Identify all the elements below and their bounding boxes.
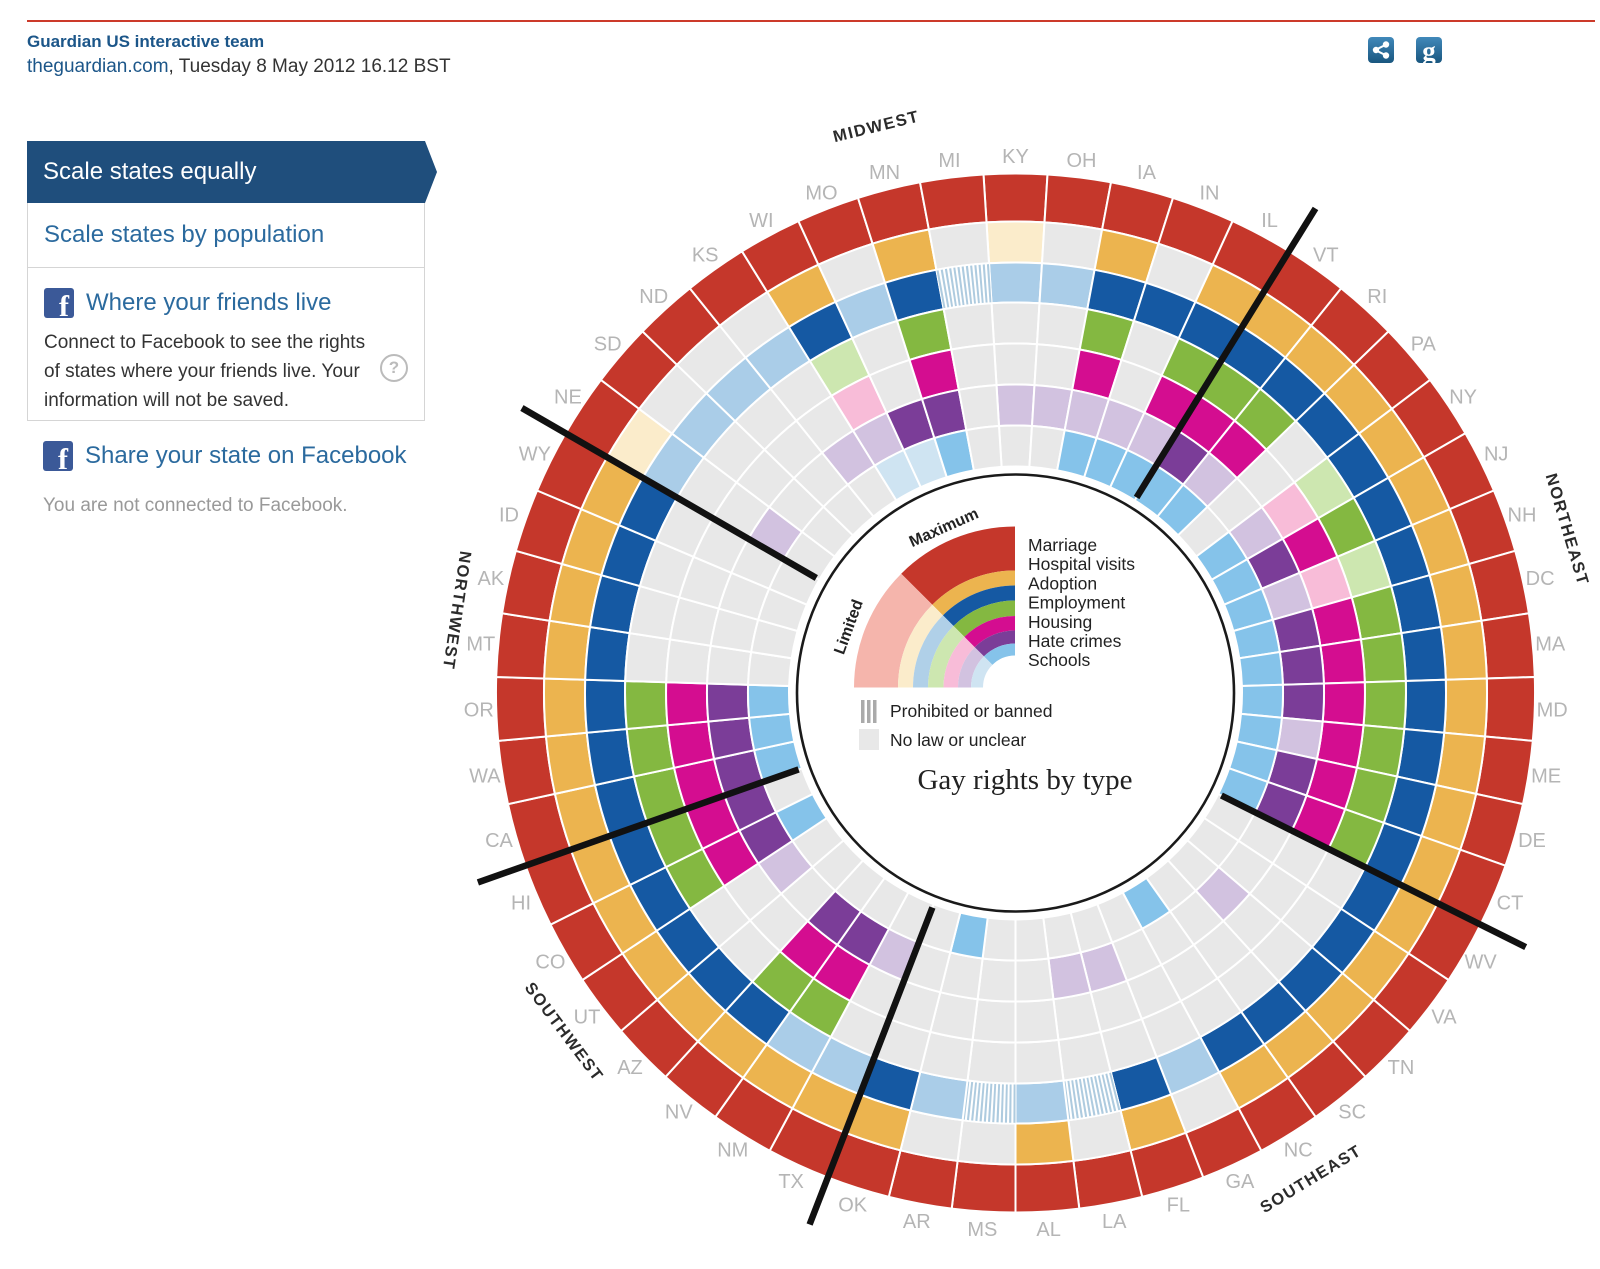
svg-text:AR: AR bbox=[903, 1211, 931, 1233]
svg-text:NJ: NJ bbox=[1484, 444, 1508, 466]
svg-text:NH: NH bbox=[1508, 505, 1537, 527]
svg-text:CT: CT bbox=[1497, 892, 1524, 914]
svg-text:CA: CA bbox=[485, 830, 513, 852]
svg-text:MO: MO bbox=[805, 182, 837, 204]
svg-text:DC: DC bbox=[1526, 568, 1555, 590]
svg-text:WI: WI bbox=[749, 210, 773, 232]
svg-text:ID: ID bbox=[499, 505, 519, 527]
svg-text:CO: CO bbox=[535, 952, 565, 974]
svg-text:Housing: Housing bbox=[1028, 612, 1092, 632]
svg-text:SD: SD bbox=[594, 334, 622, 356]
svg-text:Marriage: Marriage bbox=[1028, 535, 1097, 555]
svg-text:TX: TX bbox=[778, 1171, 804, 1193]
svg-text:MS: MS bbox=[967, 1219, 997, 1241]
svg-text:NY: NY bbox=[1449, 386, 1477, 408]
svg-text:NV: NV bbox=[665, 1101, 693, 1123]
svg-text:DE: DE bbox=[1518, 830, 1546, 852]
svg-text:AZ: AZ bbox=[617, 1057, 643, 1079]
svg-text:Gay rights by type: Gay rights by type bbox=[917, 764, 1132, 796]
svg-text:KY: KY bbox=[1002, 146, 1029, 168]
svg-text:NE: NE bbox=[554, 386, 582, 408]
svg-text:HI: HI bbox=[511, 892, 531, 914]
svg-text:IA: IA bbox=[1137, 162, 1157, 184]
svg-text:VA: VA bbox=[1431, 1007, 1457, 1029]
svg-text:PA: PA bbox=[1411, 334, 1437, 356]
svg-text:UT: UT bbox=[574, 1007, 601, 1029]
svg-text:NM: NM bbox=[717, 1140, 748, 1162]
svg-text:SC: SC bbox=[1338, 1101, 1366, 1123]
svg-text:AL: AL bbox=[1036, 1219, 1060, 1241]
svg-text:ME: ME bbox=[1531, 765, 1561, 787]
svg-text:TN: TN bbox=[1388, 1057, 1415, 1079]
svg-text:MIDWEST: MIDWEST bbox=[831, 108, 921, 147]
svg-text:OR: OR bbox=[464, 700, 494, 722]
svg-text:OH: OH bbox=[1067, 150, 1097, 172]
svg-text:MD: MD bbox=[1537, 700, 1568, 722]
svg-text:LA: LA bbox=[1102, 1211, 1127, 1233]
svg-text:ND: ND bbox=[639, 286, 668, 308]
svg-text:WY: WY bbox=[519, 444, 551, 466]
svg-text:Employment: Employment bbox=[1028, 593, 1125, 613]
svg-text:FL: FL bbox=[1167, 1195, 1190, 1217]
svg-text:Hate crimes: Hate crimes bbox=[1028, 631, 1122, 651]
svg-text:No law or unclear: No law or unclear bbox=[890, 730, 1026, 750]
svg-text:GA: GA bbox=[1225, 1171, 1255, 1193]
svg-text:MT: MT bbox=[466, 634, 495, 656]
svg-text:IN: IN bbox=[1200, 182, 1220, 204]
svg-text:WV: WV bbox=[1464, 952, 1497, 974]
svg-text:RI: RI bbox=[1367, 286, 1387, 308]
svg-text:MN: MN bbox=[869, 162, 900, 184]
svg-text:KS: KS bbox=[692, 245, 719, 267]
svg-text:NC: NC bbox=[1284, 1140, 1313, 1162]
svg-text:MA: MA bbox=[1535, 634, 1566, 656]
svg-text:Schools: Schools bbox=[1028, 650, 1091, 670]
svg-text:OK: OK bbox=[838, 1195, 868, 1217]
svg-text:WA: WA bbox=[469, 765, 501, 787]
svg-text:AK: AK bbox=[478, 568, 505, 590]
svg-text:MI: MI bbox=[938, 150, 960, 172]
svg-text:IL: IL bbox=[1261, 210, 1278, 232]
svg-text:Prohibited or banned: Prohibited or banned bbox=[890, 701, 1052, 721]
svg-text:Adoption: Adoption bbox=[1028, 573, 1097, 593]
svg-text:VT: VT bbox=[1313, 245, 1339, 267]
svg-text:Hospital visits: Hospital visits bbox=[1028, 554, 1135, 574]
